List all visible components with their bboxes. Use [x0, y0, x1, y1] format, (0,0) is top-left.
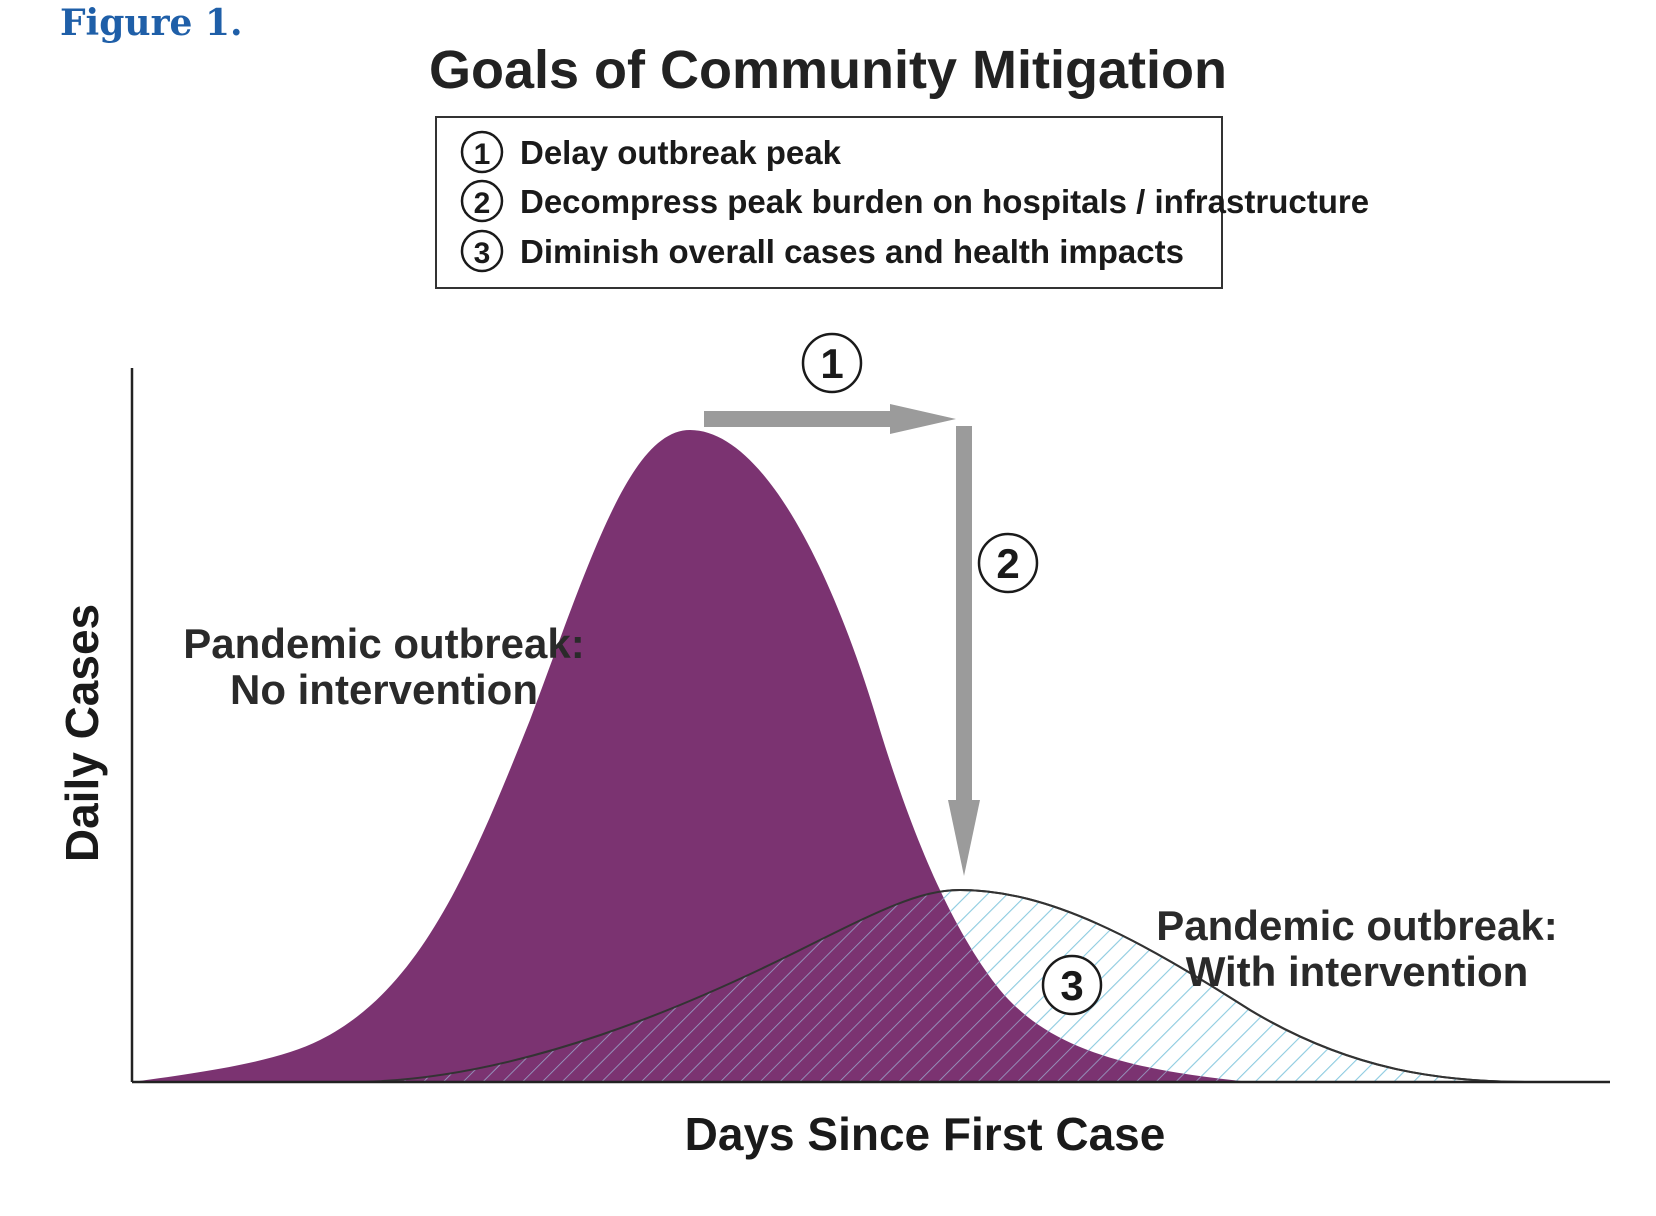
marker-number: 2	[996, 540, 1019, 587]
no-intervention-label-line1: Pandemic outbreak:	[183, 620, 584, 667]
legend-item-delay: 1 Delay outbreak peak	[460, 130, 842, 174]
legend-item-decompress: 2 Decompress peak burden on hospitals / …	[460, 179, 1369, 223]
figure-label: Figure 1.	[60, 2, 243, 44]
legend-number-circle	[460, 130, 504, 174]
legend-item-diminish: 3 Diminish overall cases and health impa…	[460, 229, 1184, 273]
with-intervention-outline	[349, 888, 1531, 1083]
with-intervention-label-line2: With intervention	[1186, 948, 1529, 995]
legend-number-circle	[460, 179, 504, 223]
legend-text: Decompress peak burden on hospitals / in…	[520, 183, 1369, 220]
legend-number: 3	[474, 237, 491, 270]
marker-number: 3	[1060, 962, 1083, 1009]
no-intervention-curve	[132, 430, 1250, 1082]
decompress-arrow	[948, 426, 980, 876]
legend: 1 Delay outbreak peak 2 Decompress peak …	[435, 116, 1369, 289]
legend-number-circle	[460, 229, 504, 273]
legend-text: Diminish overall cases and health impact…	[520, 233, 1184, 270]
legend-text: Delay outbreak peak	[520, 134, 842, 171]
marker-decompress: 2	[977, 532, 1039, 594]
y-axis-label: Daily Cases	[56, 604, 108, 862]
legend-number: 1	[474, 138, 491, 171]
marker-delay: 1	[801, 332, 863, 394]
delay-arrow	[704, 404, 956, 434]
marker-number: 1	[820, 340, 843, 387]
legend-box	[435, 116, 1223, 289]
no-intervention-label-line2: No intervention	[230, 666, 538, 713]
with-intervention-label-line1: Pandemic outbreak:	[1156, 902, 1557, 949]
x-axis-label: Days Since First Case	[685, 1108, 1166, 1160]
marker-diminish: 3	[1041, 954, 1103, 1016]
legend-number: 2	[474, 187, 491, 220]
diagram-title: Goals of Community Mitigation	[429, 40, 1227, 100]
